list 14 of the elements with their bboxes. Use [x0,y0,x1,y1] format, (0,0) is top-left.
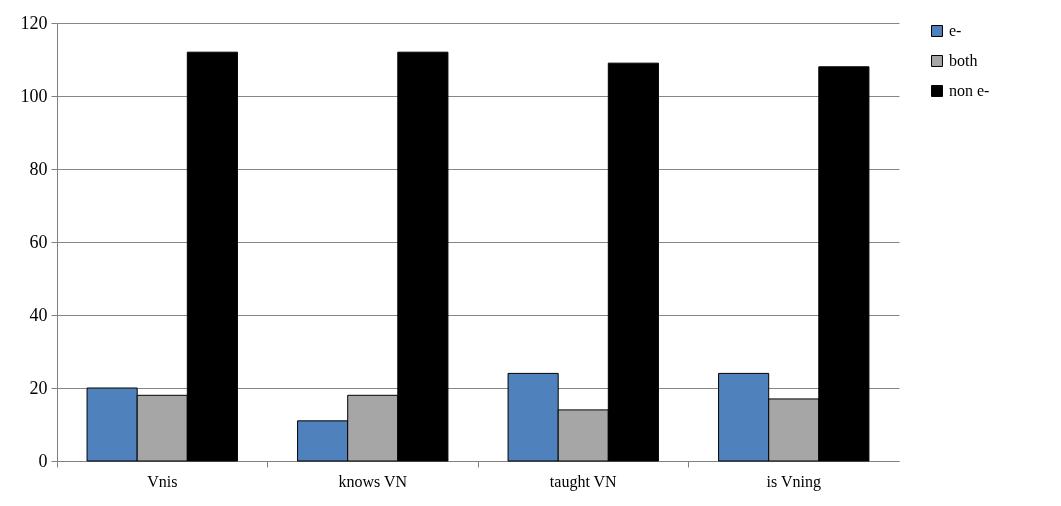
y-tick-label: 20 [29,377,48,398]
y-tick-label: 60 [29,231,48,252]
x-tick-label: Vnis [147,472,178,490]
legend-label: non e- [949,82,990,99]
x-tick-label: is Vning [766,472,821,491]
y-tick-label: 0 [38,450,48,471]
y-tick-label: 100 [20,85,48,106]
x-tick-label: knows VN [338,472,408,490]
y-tick-label: 80 [29,158,48,179]
x-tick-label: taught VN [549,472,618,491]
y-tick-label: 120 [20,12,48,33]
legend-label: both [949,52,978,69]
legend-label: e- [949,22,962,39]
y-tick-label: 40 [29,304,48,325]
